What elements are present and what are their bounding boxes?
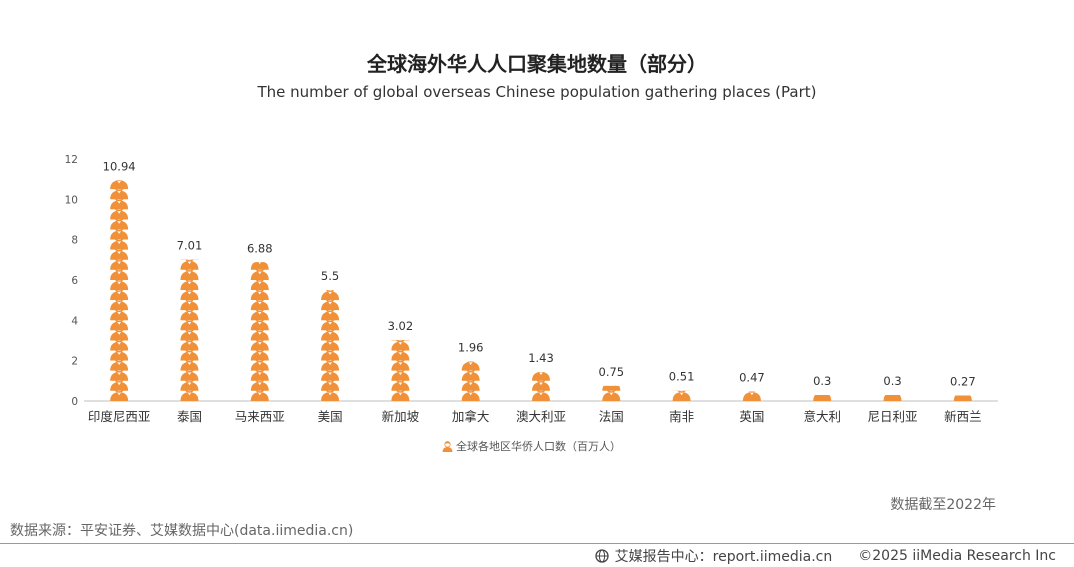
globe-icon: [594, 549, 609, 563]
person-icon: [601, 385, 622, 401]
x-category-label: 马来西亚: [235, 409, 285, 424]
bar: 1.96 加拿大: [452, 340, 490, 424]
person-icon: [671, 390, 692, 401]
x-category-label: 新西兰: [944, 409, 982, 424]
footer-divider: [0, 543, 1074, 544]
y-tick-label: 10: [65, 194, 78, 206]
footer-copyright: ©2025 iiMedia Research Inc: [858, 548, 1056, 564]
y-tick-label: 0: [71, 396, 78, 408]
bar: 7.01 泰国: [177, 239, 203, 424]
legend-person-icon: [442, 441, 453, 452]
footer: 艾媒报告中心：report.iimedia.cn ©2025 iiMedia R…: [594, 546, 1056, 566]
person-icon: [390, 340, 411, 351]
bar: 0.3 意大利: [803, 374, 841, 424]
y-tick-label: 4: [71, 315, 78, 327]
data-label: 5.5: [321, 269, 339, 283]
y-tick-label: 12: [65, 154, 78, 166]
x-category-label: 印度尼西亚: [88, 409, 151, 424]
y-tick-label: 6: [71, 275, 78, 287]
bar: 5.5 美国: [318, 269, 343, 424]
x-category-label: 新加坡: [382, 409, 420, 424]
bar: 3.02 新加坡: [382, 319, 420, 424]
bar: 0.47 英国: [739, 371, 765, 424]
data-cutoff-note: 数据截至2022年: [890, 497, 996, 513]
x-category-label: 法国: [599, 409, 624, 424]
y-tick-label: 2: [71, 356, 78, 368]
bar: 10.94 印度尼西亚: [88, 159, 151, 424]
person-icon: [460, 361, 481, 371]
data-label: 7.01: [177, 239, 203, 253]
data-label: 0.51: [669, 370, 695, 384]
data-label: 0.3: [813, 374, 831, 388]
x-category-label: 加拿大: [452, 409, 490, 424]
person-icon: [320, 290, 340, 301]
data-label: 6.88: [247, 241, 273, 255]
data-label: 3.02: [388, 319, 414, 333]
x-category-label: 澳大利亚: [516, 409, 566, 424]
bar: 0.75 法国: [599, 365, 625, 424]
x-category-label: 英国: [739, 409, 764, 424]
data-label: 1.43: [528, 351, 554, 365]
data-label: 0.75: [599, 365, 625, 379]
data-label: 0.27: [950, 375, 976, 389]
bar: 0.51 南非: [669, 370, 695, 424]
footer-site[interactable]: 艾媒报告中心：report.iimedia.cn: [614, 549, 833, 565]
bar: 0.3 尼日利亚: [868, 374, 918, 424]
bar: 6.88 马来西亚: [235, 241, 285, 424]
x-category-label: 意大利: [803, 409, 841, 424]
x-category-label: 南非: [669, 409, 694, 424]
data-label: 10.94: [103, 159, 136, 173]
x-category-label: 美国: [318, 409, 343, 424]
bars: 10.94 印度尼西亚 7.01 泰国 6.88 马来西亚 5.5 美国 3.02 新加坡 1.96…: [88, 159, 982, 424]
data-label: 0.3: [883, 374, 901, 388]
pictorial-bar-chart: 0 2 4 6 8 10 12 10.94 印度尼西亚 7.01 泰国 6.88 马来西亚 5.5 美国 3…: [65, 154, 998, 453]
chart-title: 全球海外华人人口聚集地数量（部分）: [367, 52, 707, 76]
data-label: 1.96: [458, 340, 484, 354]
legend: 全球各地区华侨人口数（百万人）: [442, 439, 621, 453]
y-axis: 0 2 4 6 8 10 12: [65, 154, 79, 408]
bar: 0.27 新西兰: [944, 375, 982, 424]
chart-subtitle: The number of global overseas Chinese po…: [257, 83, 817, 101]
x-category-label: 尼日利亚: [868, 409, 918, 424]
legend-label: 全球各地区华侨人口数（百万人）: [456, 439, 621, 453]
data-source: 数据来源：平安证券、艾媒数据中心(data.iimedia.cn): [10, 523, 354, 539]
data-label: 0.47: [739, 371, 765, 385]
person-icon: [742, 391, 762, 401]
person-icon: [179, 259, 200, 270]
bar: 1.43 澳大利亚: [516, 351, 566, 424]
y-tick-label: 8: [71, 235, 78, 247]
x-category-label: 泰国: [177, 409, 202, 424]
